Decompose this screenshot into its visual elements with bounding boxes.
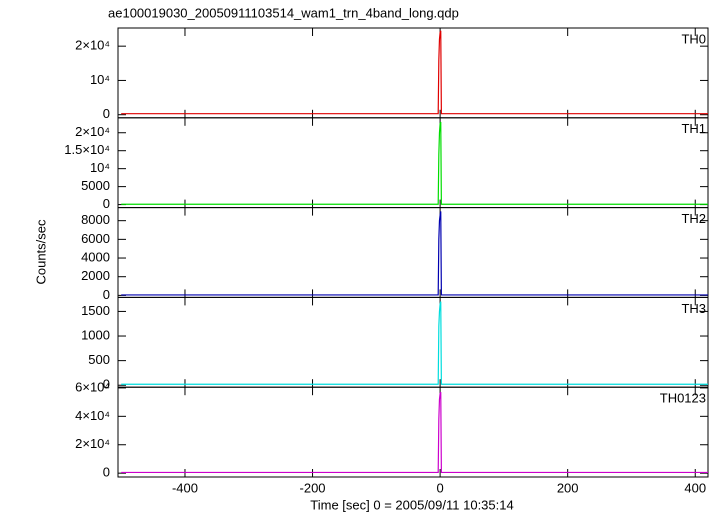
y-tick-label: 0 bbox=[103, 377, 110, 392]
y-tick-label: 8000 bbox=[81, 212, 110, 227]
y-tick-label: 0 bbox=[103, 106, 110, 121]
light-curve bbox=[121, 301, 708, 385]
y-tick-label: 0 bbox=[103, 465, 110, 480]
y-tick-label: 1.5×10⁴ bbox=[64, 142, 110, 157]
panel-label: TH3 bbox=[681, 301, 706, 316]
y-tick-label: 2×10⁴ bbox=[75, 38, 110, 53]
panel-label: TH0123 bbox=[660, 391, 706, 406]
light-curve bbox=[121, 211, 708, 296]
panel-frame bbox=[117, 207, 709, 298]
x-tick-label: 400 bbox=[684, 480, 706, 495]
y-tick-label: 0 bbox=[103, 287, 110, 302]
y-tick-label: 10⁴ bbox=[90, 160, 110, 175]
panel-label: TH0 bbox=[681, 31, 706, 46]
x-tick-label: -400 bbox=[172, 480, 198, 495]
light-curve bbox=[121, 391, 708, 474]
y-tick-label: 1000 bbox=[81, 327, 110, 342]
y-tick-label: 6×10⁴ bbox=[75, 379, 110, 394]
y-tick-label: 2×10⁴ bbox=[75, 436, 110, 451]
y-axis-label: Counts/sec bbox=[33, 219, 48, 285]
panel-frame bbox=[117, 386, 709, 478]
x-tick-label: 200 bbox=[557, 480, 579, 495]
y-tick-label: 1500 bbox=[81, 303, 110, 318]
x-tick-label: -200 bbox=[300, 480, 326, 495]
y-tick-label: 10⁴ bbox=[90, 72, 110, 87]
x-tick-label: 0 bbox=[436, 480, 443, 495]
light-curve bbox=[121, 121, 708, 205]
y-tick-label: 6000 bbox=[81, 231, 110, 246]
y-tick-label: 2×10⁴ bbox=[75, 124, 110, 139]
panel-label: TH2 bbox=[681, 211, 706, 226]
y-tick-label: 4×10⁴ bbox=[75, 408, 110, 423]
chart-title: ae100019030_20050911103514_wam1_trn_4ban… bbox=[108, 5, 459, 20]
panel-frame bbox=[117, 117, 709, 209]
panel-frame bbox=[117, 27, 709, 119]
panel-label: TH1 bbox=[681, 121, 706, 136]
x-axis-label: Time [sec] 0 = 2005/09/11 10:35:14 bbox=[310, 497, 513, 512]
panel-frame bbox=[117, 296, 709, 388]
y-tick-label: 2000 bbox=[81, 268, 110, 283]
y-tick-label: 500 bbox=[88, 352, 110, 367]
light-curve bbox=[121, 30, 708, 115]
y-tick-label: 4000 bbox=[81, 249, 110, 264]
y-tick-label: 0 bbox=[103, 196, 110, 211]
y-tick-label: 5000 bbox=[81, 178, 110, 193]
